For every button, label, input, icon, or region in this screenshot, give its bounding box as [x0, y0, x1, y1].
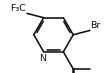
Text: Br: Br: [91, 21, 101, 30]
Text: N: N: [39, 54, 46, 63]
Text: F₃C: F₃C: [10, 4, 26, 13]
